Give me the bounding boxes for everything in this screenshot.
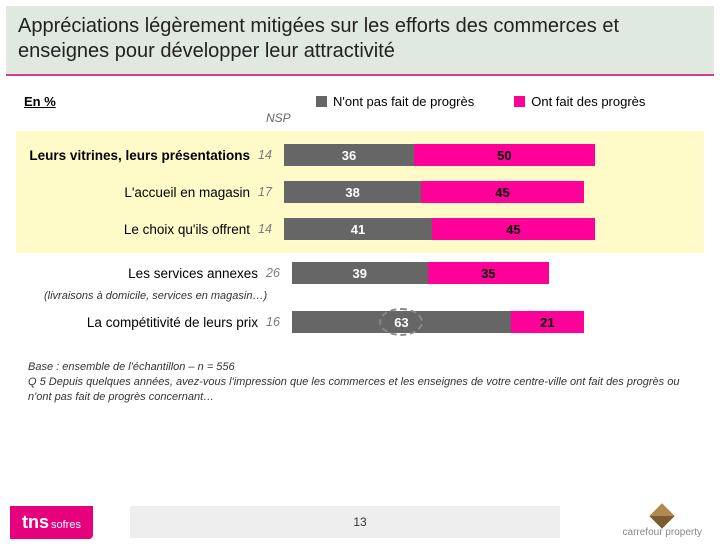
chart-rows: Leurs vitrines, leurs présentations14365… xyxy=(24,131,696,339)
row-label: Le choix qu'ils offrent xyxy=(16,222,258,237)
segment-no-progress: 41 xyxy=(284,218,432,240)
segment-progress: 45 xyxy=(432,218,595,240)
legend-row: En % N'ont pas fait de progrès Ont fait … xyxy=(24,94,696,109)
row-nsp-value: 16 xyxy=(266,315,292,329)
chart-row: Leurs vitrines, leurs présentations14365… xyxy=(16,138,704,172)
row-label: La compétitivité de leurs prix xyxy=(24,315,266,330)
legend-unit: En % xyxy=(24,94,266,109)
segment-no-progress: 38 xyxy=(284,181,421,203)
row-nsp-value: 17 xyxy=(258,185,284,199)
segment-progress: 21 xyxy=(511,311,584,333)
chart-row: Le choix qu'ils offrent144145 xyxy=(16,212,704,246)
legend-progress: Ont fait des progrès xyxy=(514,94,645,109)
segment-no-progress: 63 xyxy=(292,311,511,333)
logo-tns: tnssofres xyxy=(10,506,93,539)
grey-strip xyxy=(130,506,560,538)
row-label: L'accueil en magasin xyxy=(16,185,258,200)
bar: 3935 xyxy=(292,262,696,284)
footer-text: Base : ensemble de l'échantillon – n = 5… xyxy=(0,342,720,405)
footer-question: Q 5 Depuis quelques années, avez-vous l'… xyxy=(28,375,692,405)
segment-no-progress: 36 xyxy=(284,144,414,166)
carrefour-icon xyxy=(650,503,675,528)
row-nsp-value: 26 xyxy=(266,266,292,280)
emphasis-ring xyxy=(379,308,423,336)
title-band: Appréciations légèrement mitigées sur le… xyxy=(6,6,714,76)
bar: 4145 xyxy=(284,218,704,240)
swatch-no-progress xyxy=(316,96,327,107)
segment-progress: 35 xyxy=(428,262,550,284)
bar: 6321 xyxy=(292,311,696,333)
row-label: Leurs vitrines, leurs présentations xyxy=(16,148,258,163)
chart-row: Les services annexes263935 xyxy=(24,256,696,290)
segment-progress: 45 xyxy=(421,181,584,203)
row-subnote: (livraisons à domicile, services en maga… xyxy=(24,290,696,302)
logo-carrefour: carrefour property xyxy=(623,507,702,538)
chart-area: En % N'ont pas fait de progrès Ont fait … xyxy=(0,76,720,339)
segment-progress: 50 xyxy=(414,144,595,166)
highlight-block: Leurs vitrines, leurs présentations14365… xyxy=(16,131,704,253)
page-number: 13 xyxy=(353,515,366,529)
page-title: Appréciations légèrement mitigées sur le… xyxy=(18,15,619,62)
bar: 3650 xyxy=(284,144,704,166)
footer-base: Base : ensemble de l'échantillon – n = 5… xyxy=(28,360,692,375)
legend-no-progress: N'ont pas fait de progrès xyxy=(316,94,474,109)
row-nsp-value: 14 xyxy=(258,148,284,162)
chart-row: L'accueil en magasin173845 xyxy=(16,175,704,209)
chart-row: La compétitivité de leurs prix166321 xyxy=(24,305,696,339)
row-nsp-value: 14 xyxy=(258,222,284,236)
row-label: Les services annexes xyxy=(24,266,266,281)
swatch-progress xyxy=(514,96,525,107)
bottom-bar: tnssofres 13 carrefour property xyxy=(0,498,720,546)
nsp-header: NSP xyxy=(24,111,696,125)
segment-no-progress: 39 xyxy=(292,262,428,284)
bar: 3845 xyxy=(284,181,704,203)
